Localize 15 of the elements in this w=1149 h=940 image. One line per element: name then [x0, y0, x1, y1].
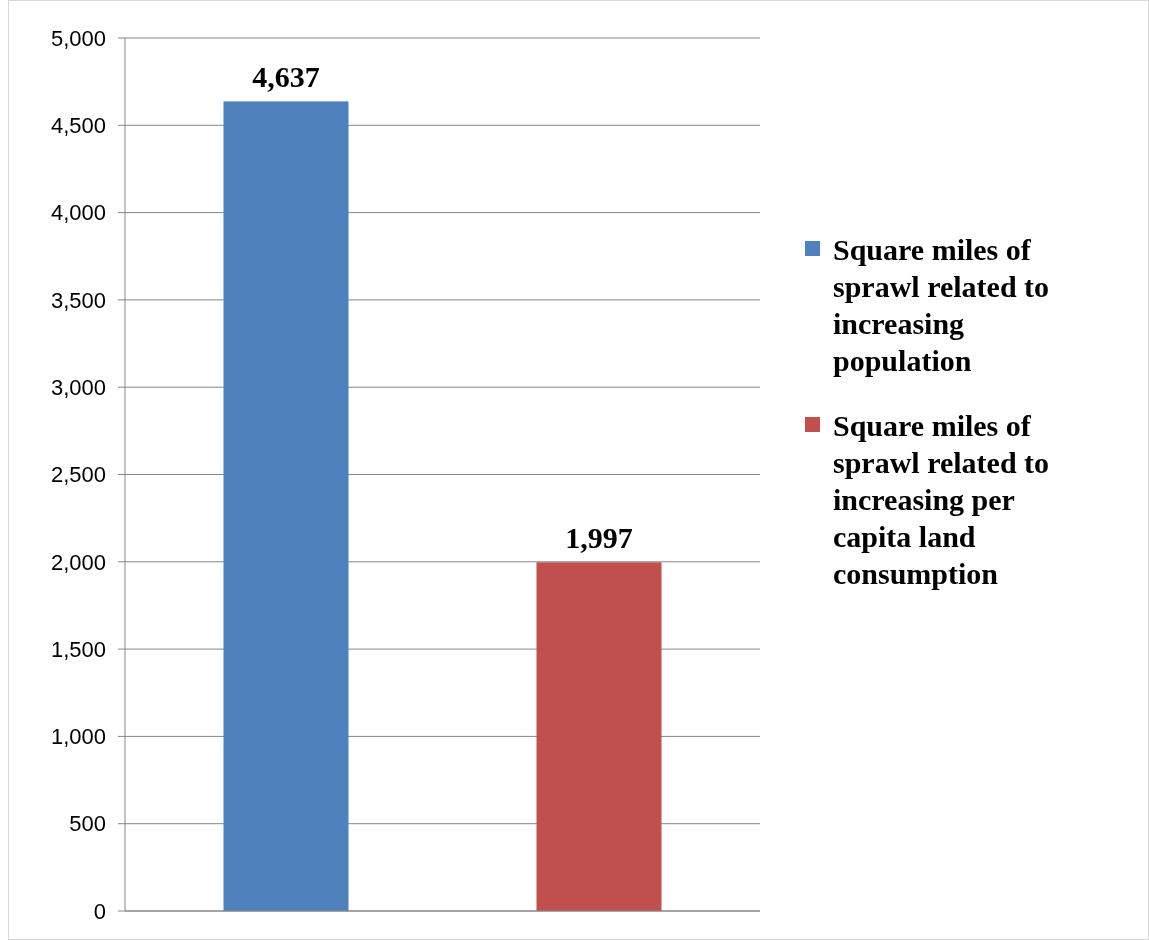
- y-tick-label: 3,500: [50, 287, 106, 313]
- data-label: 4,637: [252, 60, 320, 94]
- y-tick-label: 5,000: [50, 25, 106, 51]
- legend-label: Square miles of sprawl related to increasing per capita land consumption: [833, 409, 1050, 590]
- y-tick-label: 4,500: [50, 113, 106, 138]
- y-tick-label: 1,500: [50, 636, 106, 662]
- y-tick-label: 2,000: [50, 549, 106, 575]
- y-tick-label: 500: [69, 811, 106, 837]
- legend-label: Square miles of sprawl related to increasing population: [833, 233, 1050, 377]
- y-tick-label: 1,000: [50, 724, 106, 750]
- y-tick-label: 4,000: [50, 200, 106, 226]
- y-tick-label: 2,500: [50, 462, 106, 488]
- y-tick-label: 3,000: [50, 374, 106, 400]
- y-tick-label: 0: [93, 898, 106, 924]
- data-label: 1,997: [565, 521, 633, 555]
